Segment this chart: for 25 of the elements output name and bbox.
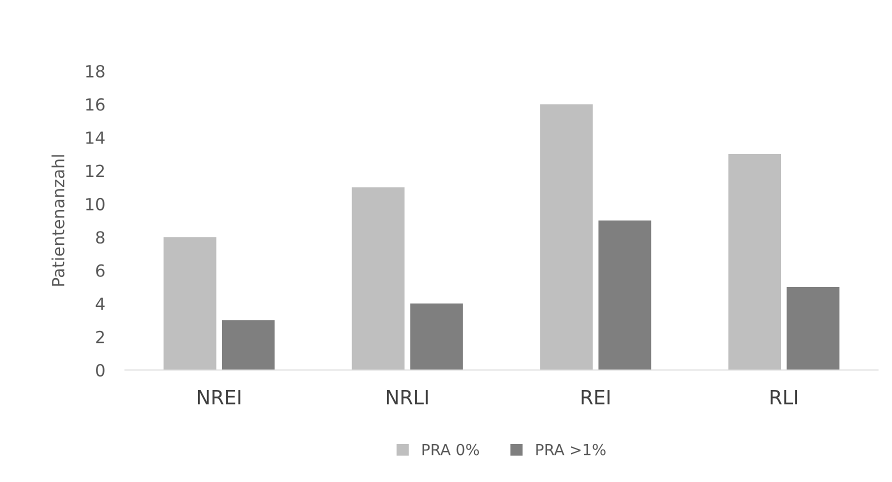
x-tick-label: NRLI	[386, 390, 428, 404]
y-tick-label: 16	[86, 98, 105, 111]
bar	[728, 154, 782, 370]
x-tick-label: NREI	[198, 390, 240, 404]
bar	[598, 220, 652, 370]
y-axis-title: Patientenanzahl	[52, 155, 64, 286]
legend-label: PRA >1%	[536, 444, 606, 456]
legend-label: PRA 0%	[422, 444, 479, 456]
x-tick-label: RLI	[770, 390, 798, 404]
y-tick-label: 0	[96, 364, 104, 377]
y-tick-label: 12	[86, 164, 104, 177]
bar	[164, 237, 216, 370]
y-tick-label: 2	[96, 330, 104, 344]
bar	[540, 104, 593, 370]
x-tick-label: REI	[582, 390, 610, 404]
bar	[222, 320, 275, 370]
y-tick-label: 18	[86, 64, 104, 78]
y-tick-label: 4	[96, 298, 105, 310]
y-tick-label: 8	[96, 231, 104, 244]
y-tick-label: 6	[96, 264, 105, 277]
y-tick-label: 10	[86, 198, 104, 210]
bar	[352, 187, 405, 370]
bar	[786, 286, 840, 370]
bar	[410, 304, 463, 370]
y-tick-label: 14	[86, 132, 105, 144]
